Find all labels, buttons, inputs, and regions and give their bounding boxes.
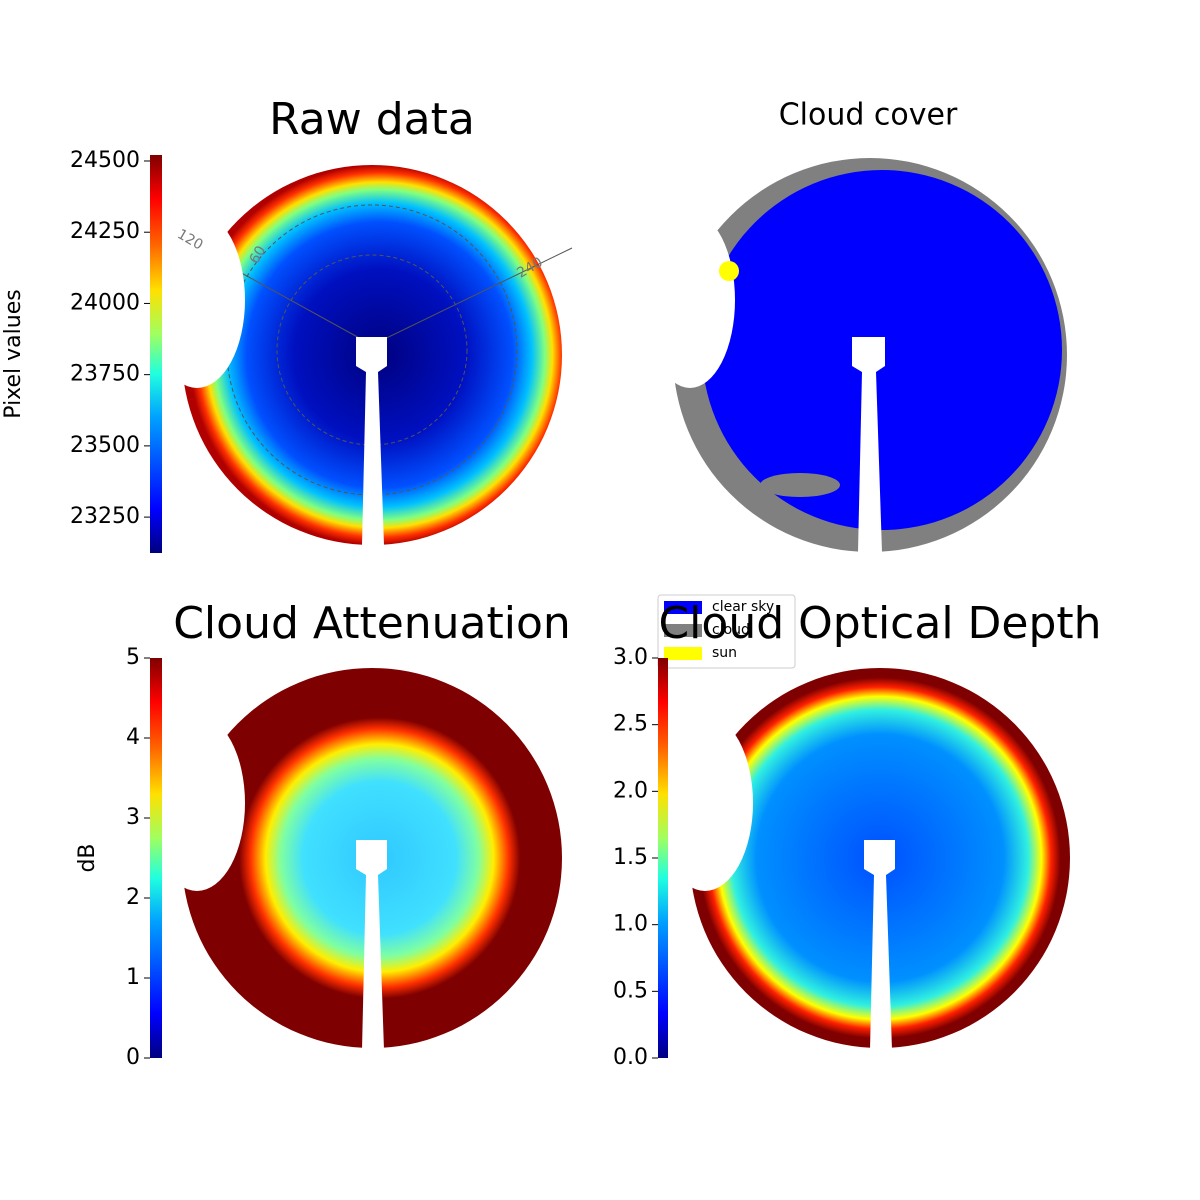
colorbar-label: Pixel values	[1, 289, 26, 418]
colorbar	[658, 658, 668, 1058]
colorbar-tick-label: 0	[126, 1045, 140, 1070]
panel-title: Cloud cover	[779, 98, 958, 133]
legend-label: clear sky	[712, 599, 774, 615]
colorbar-tick-label: 1.5	[613, 845, 648, 870]
legend-swatch	[664, 601, 702, 614]
colorbar-tick-label: 0.0	[613, 1045, 648, 1070]
colorbar	[150, 155, 162, 553]
attenuation-image	[149, 668, 562, 1050]
legend-swatch	[664, 647, 702, 660]
colorbar-tick-label: 23250	[70, 504, 140, 529]
polar-annotation: 60	[247, 243, 270, 266]
panel-title: Cloud Optical Depth	[658, 598, 1101, 649]
colorbar-tick-label: 4	[126, 725, 140, 750]
panel-title: Raw data	[269, 94, 475, 145]
colorbar-tick-label: 3.0	[613, 645, 648, 670]
colorbar-tick-label: 24250	[70, 219, 140, 244]
colorbar-tick-label: 2	[126, 885, 140, 910]
colorbar-tick-label: 23500	[70, 433, 140, 458]
colorbar-tick-label: 23750	[70, 362, 140, 387]
colorbar-tick-label: 1.0	[613, 912, 648, 937]
colorbar-tick-label: 24500	[70, 148, 140, 173]
legend-label: sun	[712, 645, 737, 661]
legend-swatch	[664, 624, 702, 637]
colorbar-label: dB	[75, 843, 100, 872]
colorbar-tick-label: 3	[126, 805, 140, 830]
colorbar-tick-label: 1	[126, 965, 140, 990]
panel-title: Cloud Attenuation	[173, 598, 571, 649]
cloud-mask	[645, 158, 1067, 552]
legend-label: cloud	[712, 622, 750, 638]
colorbar-tick-label: 5	[126, 645, 140, 670]
colorbar-tick-label: 2.5	[613, 712, 648, 737]
colorbar-tick-label: 0.5	[613, 978, 648, 1003]
colorbar-tick-label: 24000	[70, 290, 140, 315]
sky-image	[149, 165, 573, 545]
colorbar	[150, 658, 162, 1058]
optical-depth-image	[657, 668, 1070, 1050]
colorbar-tick-label: 2.0	[613, 778, 648, 803]
